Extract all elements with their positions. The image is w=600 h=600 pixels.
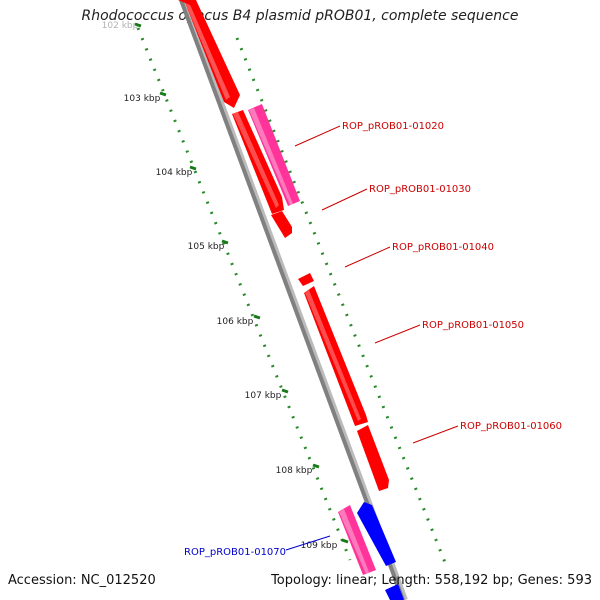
- gene-rop-pROB01-01070[interactable]: [338, 505, 376, 575]
- gene-leader-line: [285, 535, 331, 551]
- inner-dotted-track: [235, 37, 448, 566]
- ruler-tick-label: 106 kbp: [217, 317, 254, 327]
- ruler-tick-label: 108 kbp: [276, 466, 313, 476]
- ruler-tick-label: 107 kbp: [245, 391, 282, 401]
- gene-labels: ROP_pROB01-01020 ROP_pROB01-01030 ROP_pROB…: [184, 121, 562, 558]
- gene-top-stub[interactable]: [178, 0, 194, 5]
- gene-label[interactable]: ROP_pROB01-01070: [184, 547, 286, 558]
- gene-rop-pROB01-01020[interactable]: [232, 110, 284, 214]
- ruler-tick-mark: [312, 463, 320, 469]
- gene-rop-pROB01-01060[interactable]: [357, 425, 389, 491]
- accession-text: Accession: NC_012520: [8, 573, 156, 588]
- ruler-tick-label: 102 kbp: [102, 21, 139, 31]
- backbone-line: [179, 0, 405, 600]
- gene-leader-line: [412, 425, 459, 444]
- gene-label[interactable]: ROP_pROB01-01050: [422, 320, 524, 331]
- gene-label[interactable]: ROP_pROB01-01060: [460, 421, 562, 432]
- ruler-tick-mark: [221, 239, 229, 245]
- gene-label[interactable]: ROP_pROB01-01030: [369, 184, 471, 195]
- gene-rop-pROB01-01050[interactable]: [298, 273, 314, 286]
- ruler-tick-mark: [189, 165, 197, 171]
- ruler-tick-mark: [134, 22, 142, 28]
- gene-leader-line: [344, 246, 391, 268]
- gene-blue-reverse[interactable]: [357, 502, 404, 600]
- ruler-ticks: 102 kbp 103 kbp 104 kbp 105 kbp 106 kbp 107 k…: [102, 21, 349, 551]
- genome-summary-text: Topology: linear; Length: 558,192 bp; Ge…: [271, 573, 592, 588]
- ruler-tick-mark: [281, 388, 289, 394]
- outer-dotted-track: [136, 27, 352, 561]
- ruler-tick-mark: [159, 91, 167, 97]
- gene-label[interactable]: ROP_pROB01-01040: [392, 242, 494, 253]
- gene-leader-line: [321, 188, 368, 211]
- gene-top-partial[interactable]: [184, 0, 240, 108]
- gene-rop-pROB01-01030[interactable]: [248, 104, 300, 206]
- gene-leader-line: [374, 324, 421, 344]
- gene-label[interactable]: ROP_pROB01-01020: [342, 121, 444, 132]
- ruler-tick-mark: [341, 538, 349, 544]
- ruler-tick-mark: [253, 314, 261, 320]
- gene-leader-line: [294, 125, 341, 147]
- ruler-tick-label: 109 kbp: [301, 541, 338, 551]
- gene-rop-pROB01-01050b[interactable]: [304, 286, 368, 426]
- ruler-tick-label: 104 kbp: [156, 168, 193, 178]
- gene-rop-pROB01-01040[interactable]: [271, 211, 292, 238]
- ruler-tick-label: 105 kbp: [188, 242, 225, 252]
- ruler-tick-label: 103 kbp: [124, 94, 161, 104]
